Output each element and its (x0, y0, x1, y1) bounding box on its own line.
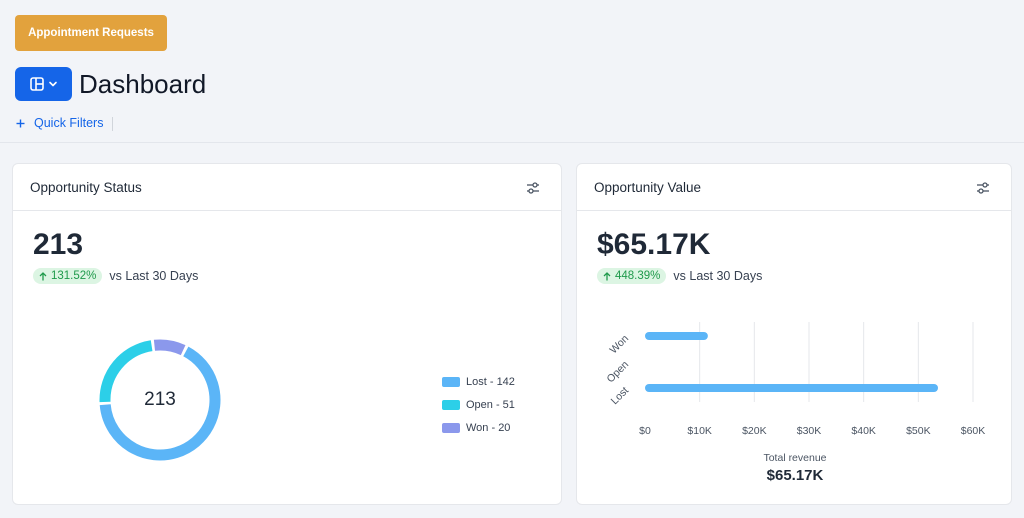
chevron-down-icon (48, 81, 57, 87)
x-tick-label: $60K (961, 425, 986, 437)
donut-center-value: 213 (144, 389, 176, 410)
arrow-up-icon (39, 271, 47, 280)
x-tick-label: $50K (906, 425, 931, 437)
appointment-requests-button[interactable]: Appointment Requests (15, 15, 167, 51)
filter-settings-icon[interactable] (525, 180, 541, 196)
x-tick-label: $20K (742, 425, 767, 437)
plus-icon (16, 119, 25, 127)
bar-lost[interactable] (645, 384, 939, 392)
x-tick-label: $0 (639, 425, 651, 437)
change-label: vs Last 30 Days (109, 269, 199, 283)
card-header: Opportunity Value (577, 164, 1011, 211)
donut-chart: 213 (96, 336, 224, 464)
legend-label: Open - 51 (466, 398, 515, 411)
x-tick-label: $40K (851, 425, 876, 437)
total-revenue-label: Total revenue (763, 452, 827, 464)
donut-segment-won[interactable] (99, 339, 221, 461)
donut-legend: Lost - 142 Open - 51 Won - 20 (442, 370, 515, 439)
layout-toggle-button[interactable] (15, 67, 72, 101)
legend-item-open[interactable]: Open - 51 (442, 393, 515, 416)
y-category-label: Won (607, 333, 631, 357)
change-badge: 131.52% (33, 268, 103, 284)
legend-item-lost[interactable]: Lost - 142 (442, 370, 515, 393)
page-title: Dashboard (79, 69, 207, 99)
legend-swatch (442, 376, 460, 387)
change-label: vs Last 30 Days (673, 269, 763, 283)
change-value: 131.52% (51, 270, 97, 282)
legend-swatch (442, 399, 460, 410)
card-title: Opportunity Status (30, 180, 142, 195)
filter-settings-icon[interactable] (975, 180, 991, 196)
opportunity-count: 213 (33, 228, 84, 261)
y-category-label: Lost (609, 385, 632, 408)
opportunity-status-card: Opportunity Status 213 131.52% vs Last 3… (12, 163, 562, 505)
total-revenue-value: $65.17K (766, 467, 824, 484)
change-value: 448.39% (615, 270, 661, 282)
quick-filters-label: Quick Filters (34, 116, 104, 130)
x-tick-label: $30K (797, 425, 822, 437)
trend-row: 448.39% vs Last 30 Days (597, 268, 762, 284)
y-category-label: Open (604, 359, 631, 386)
legend-label: Lost - 142 (466, 375, 515, 388)
quick-filters-button[interactable]: Quick Filters (16, 116, 103, 130)
opportunity-value: $65.17K (597, 228, 711, 261)
legend-item-won[interactable]: Won - 20 (442, 416, 515, 439)
donut-segment-lost[interactable] (96, 336, 224, 464)
card-title: Opportunity Value (594, 180, 702, 195)
opportunity-value-card: Opportunity Value $65.17K 448.39% vs Las… (576, 163, 1012, 505)
donut-svg (96, 336, 224, 464)
card-header: Opportunity Status (13, 164, 561, 211)
donut-segment-open[interactable] (99, 339, 221, 461)
change-badge: 448.39% (597, 268, 667, 284)
legend-label: Won - 20 (466, 421, 511, 434)
trend-row: 131.52% vs Last 30 Days (33, 268, 198, 284)
filter-separator (112, 117, 113, 131)
legend-swatch (442, 422, 460, 433)
layout-icon (29, 77, 44, 91)
arrow-up-icon (603, 271, 611, 280)
bar-won[interactable] (645, 332, 708, 340)
x-tick-label: $10K (687, 425, 712, 437)
header-divider (0, 142, 1024, 143)
